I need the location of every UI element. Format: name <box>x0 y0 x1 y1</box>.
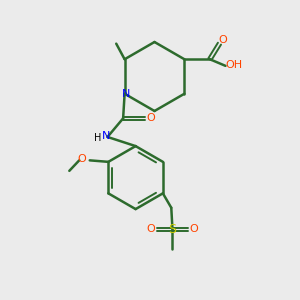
Text: O: O <box>219 35 227 45</box>
Text: O: O <box>146 113 155 123</box>
Text: OH: OH <box>225 60 242 70</box>
Text: S: S <box>169 223 176 236</box>
Text: N: N <box>102 131 110 141</box>
Text: O: O <box>78 154 87 164</box>
Text: O: O <box>146 224 155 234</box>
Text: H: H <box>94 133 102 143</box>
Text: O: O <box>190 224 199 234</box>
Text: N: N <box>122 89 130 99</box>
